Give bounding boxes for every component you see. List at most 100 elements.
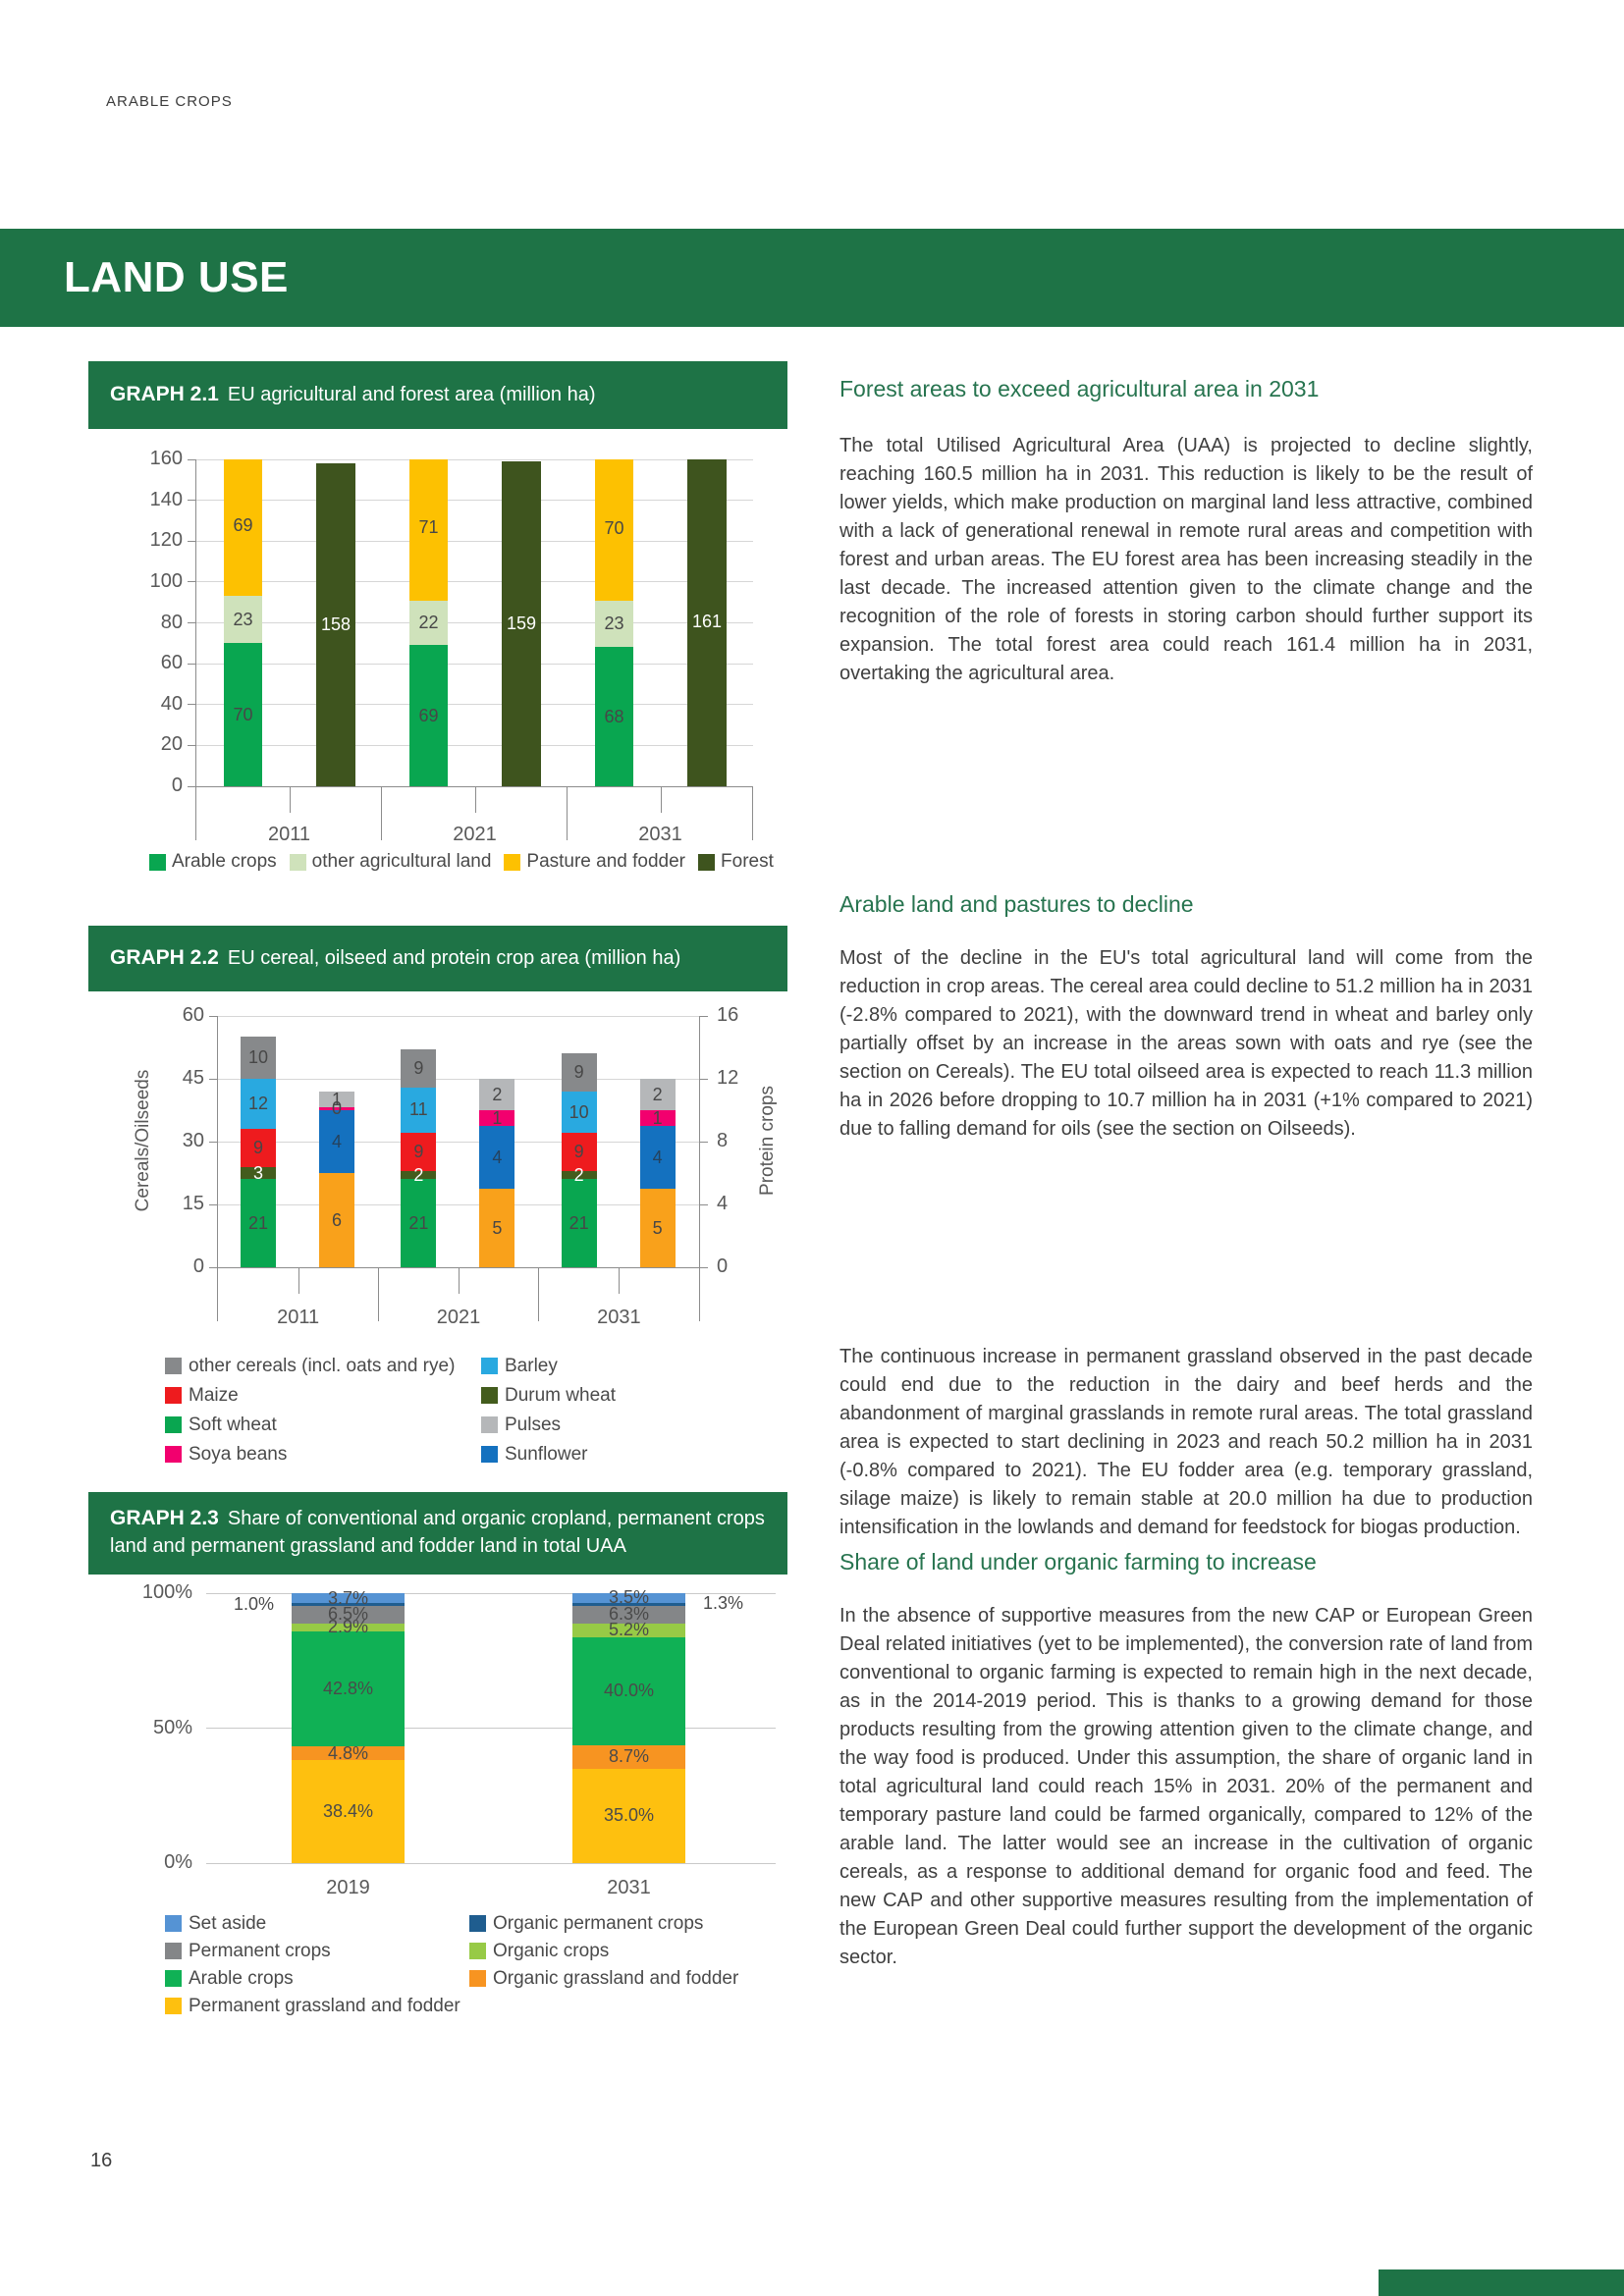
bar-segment-label: 2 <box>413 1164 424 1185</box>
left-axis-tick-label: 0 <box>192 1255 204 1277</box>
graph-2-3-chart: 0% 50% 100% 3.7% 1.0% 6.5% 2.9% 42.8% 4.8% 38.4% 2… <box>88 1575 787 2048</box>
left-axis-tick <box>209 1203 218 1205</box>
article-heading-organic: Share of land under organic farming to i… <box>839 1549 1317 1575</box>
bar-segment-label: 2 <box>573 1164 584 1185</box>
bar-segment <box>292 1623 405 1631</box>
bar-segment <box>595 459 633 601</box>
bar-segment <box>241 1179 276 1267</box>
bar-segment-label: 2 <box>652 1084 663 1104</box>
left-axis-tick-label: 30 <box>182 1130 204 1151</box>
gridline <box>196 704 753 706</box>
graph-2-1-chart: 0 20 40 60 80 100 120 140 160 2011 2021 2031 70 23 69 1… <box>88 429 787 892</box>
bar-segment <box>561 1053 597 1092</box>
y-axis-tick-label: 50% <box>152 1716 192 1738</box>
bar-segment-label: 3 <box>252 1162 263 1183</box>
legend-label: Set aside <box>189 1913 267 1934</box>
bar-segment <box>479 1110 515 1126</box>
legend-label: Organic crops <box>493 1941 610 1961</box>
legend-label: Arable crops <box>189 1968 294 1989</box>
category-tick <box>459 1267 460 1294</box>
article-heading-arable: Arable land and pastures to decline <box>839 891 1194 917</box>
y-axis-tick-label: 160 <box>149 448 183 469</box>
bar-segment <box>401 1087 437 1134</box>
bar-segment-label: 68 <box>604 706 624 726</box>
bar-segment <box>224 459 262 597</box>
legend-label: Organic permanent crops <box>493 1913 704 1934</box>
bar-segment-label: 21 <box>408 1212 429 1233</box>
article-paragraph: In the absence of supportive measures fr… <box>839 1605 1533 1968</box>
legend-label: Soft wheat <box>189 1415 277 1435</box>
bar-segment <box>572 1602 685 1607</box>
category-tick <box>298 1267 299 1294</box>
legend-label: Soya beans <box>189 1444 288 1465</box>
gridline <box>196 540 753 542</box>
legend-label: Permanent grassland and fodder <box>189 1996 460 2016</box>
bar-segment <box>409 459 448 601</box>
bar-segment <box>241 1166 276 1180</box>
legend-swatch <box>469 1943 486 1959</box>
graph-2-2-label: GRAPH 2.2 <box>110 946 219 969</box>
bar-segment-label: 23 <box>604 614 624 634</box>
legend-swatch <box>481 1387 498 1404</box>
bar-segment <box>401 1049 437 1088</box>
bar-segment-label: 1.3% <box>703 1593 744 1614</box>
legend-label: Organic grassland and fodder <box>493 1968 739 1989</box>
right-axis-tick-label: 4 <box>717 1193 729 1214</box>
bar-segment-label: 158 <box>320 614 352 635</box>
bar-segment <box>572 1636 685 1745</box>
legend-swatch <box>481 1358 498 1374</box>
bar-segment <box>401 1133 437 1171</box>
section-title: LAND USE <box>64 253 289 301</box>
bar-segment-label: 9 <box>573 1062 584 1083</box>
bar-segment <box>479 1126 515 1189</box>
right-axis-tick <box>699 1141 708 1143</box>
legend-label: Maize <box>189 1385 239 1406</box>
bar-segment <box>639 1126 676 1189</box>
legend-swatch <box>469 1915 486 1932</box>
bar-segment <box>572 1623 685 1637</box>
legend-label: Pasture and fodder <box>526 851 686 872</box>
legend-swatch <box>481 1446 498 1463</box>
category-tick <box>660 786 662 813</box>
bar-segment-label: 0 <box>331 1098 342 1118</box>
legend-swatch <box>481 1416 498 1433</box>
y-axis-tick-label: 0 <box>171 774 183 796</box>
bar-segment-label: 8.7% <box>608 1746 650 1767</box>
left-axis-tick <box>209 1141 218 1143</box>
graph-2-2-chart: 0 15 30 45 60 0 4 8 12 16 2011 2021 2031 Cereals/Oils… <box>88 991 787 1477</box>
bar-segment-label: 1 <box>652 1107 663 1128</box>
bar-segment <box>241 1079 276 1130</box>
right-axis-tick <box>699 1015 708 1017</box>
bar-segment <box>409 600 448 646</box>
bar-segment-label: 1 <box>331 1089 342 1109</box>
bar-segment-label: 159 <box>506 614 537 634</box>
page-kicker: ARABLE CROPS <box>106 93 233 110</box>
bar-segment-label: 4.8% <box>327 1742 369 1763</box>
left-axis-tick <box>209 1015 218 1017</box>
y-axis-tick <box>188 785 196 787</box>
bar-segment-label: 23 <box>233 609 253 629</box>
bar-segment <box>561 1091 597 1134</box>
bar-segment-label: 4 <box>331 1131 342 1151</box>
bar-segment <box>572 1744 685 1769</box>
bar-segment-label: 38.4% <box>322 1800 374 1821</box>
graph-2-3: GRAPH 2.3 Share of conventional and organ… <box>88 1492 787 2048</box>
legend-item: Forest <box>698 851 774 873</box>
article-column: Forest areas to exceed agricultural area… <box>839 0 1533 2296</box>
legend-label: Permanent crops <box>189 1941 331 1961</box>
bar-segment <box>502 461 541 786</box>
graph-2-2-title: EU cereal, oilseed and protein crop area… <box>227 947 681 969</box>
category-separator <box>381 786 382 840</box>
bar-segment-label: 69 <box>418 705 439 725</box>
legend-label: Barley <box>505 1356 558 1376</box>
right-axis-tick <box>699 1078 708 1080</box>
article-heading-forest: Forest areas to exceed agricultural area… <box>839 376 1320 401</box>
bar-segment-label: 1 <box>492 1107 503 1128</box>
bar-segment <box>572 1593 685 1603</box>
bar-segment-label: 12 <box>247 1094 269 1114</box>
bar-segment-label: 9 <box>413 1057 424 1078</box>
y-axis-line <box>195 459 196 840</box>
footer-corner-bar <box>1379 2269 1624 2296</box>
category-separator <box>377 1267 379 1321</box>
bar-segment <box>687 459 727 786</box>
